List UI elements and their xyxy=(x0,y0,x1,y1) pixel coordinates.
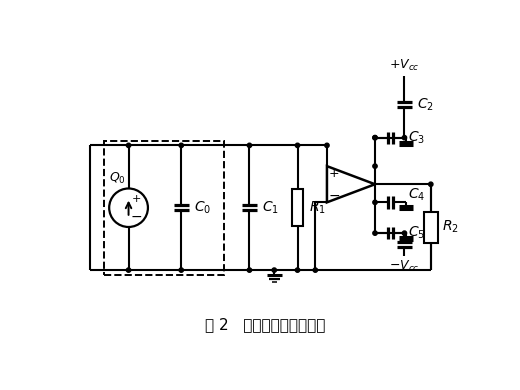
Circle shape xyxy=(402,231,407,235)
Text: +: + xyxy=(329,167,339,179)
Circle shape xyxy=(373,164,377,168)
Text: $R_2$: $R_2$ xyxy=(441,219,459,236)
Circle shape xyxy=(313,268,318,272)
Circle shape xyxy=(248,268,252,272)
Text: $R_1$: $R_1$ xyxy=(309,200,326,216)
Text: $-V_{cc}$: $-V_{cc}$ xyxy=(389,259,420,275)
Text: −: − xyxy=(131,210,142,224)
Circle shape xyxy=(373,231,377,235)
Circle shape xyxy=(373,135,377,140)
Circle shape xyxy=(126,268,131,272)
Circle shape xyxy=(295,143,300,147)
Text: 图 2   前级信号采集电路图: 图 2 前级信号采集电路图 xyxy=(205,317,325,332)
Text: $+V_{cc}$: $+V_{cc}$ xyxy=(389,58,420,73)
Circle shape xyxy=(373,135,377,140)
Circle shape xyxy=(402,135,407,140)
Text: $C_1$: $C_1$ xyxy=(262,200,279,216)
Circle shape xyxy=(179,268,184,272)
Circle shape xyxy=(126,143,131,147)
Circle shape xyxy=(295,268,300,272)
Text: $C_4$: $C_4$ xyxy=(408,186,425,203)
Circle shape xyxy=(179,143,184,147)
Bar xyxy=(424,212,438,243)
Text: $C_2$: $C_2$ xyxy=(417,96,434,113)
Text: $C_0$: $C_0$ xyxy=(193,200,211,216)
Bar xyxy=(292,189,303,226)
Circle shape xyxy=(428,182,433,186)
Circle shape xyxy=(373,200,377,204)
Text: $C_3$: $C_3$ xyxy=(408,129,425,146)
Text: $Q_0$: $Q_0$ xyxy=(109,171,126,186)
Text: −: − xyxy=(328,188,340,202)
Circle shape xyxy=(272,268,277,272)
Text: $C_5$: $C_5$ xyxy=(408,225,425,241)
Circle shape xyxy=(248,143,252,147)
Circle shape xyxy=(325,143,329,147)
Text: +: + xyxy=(132,194,141,204)
